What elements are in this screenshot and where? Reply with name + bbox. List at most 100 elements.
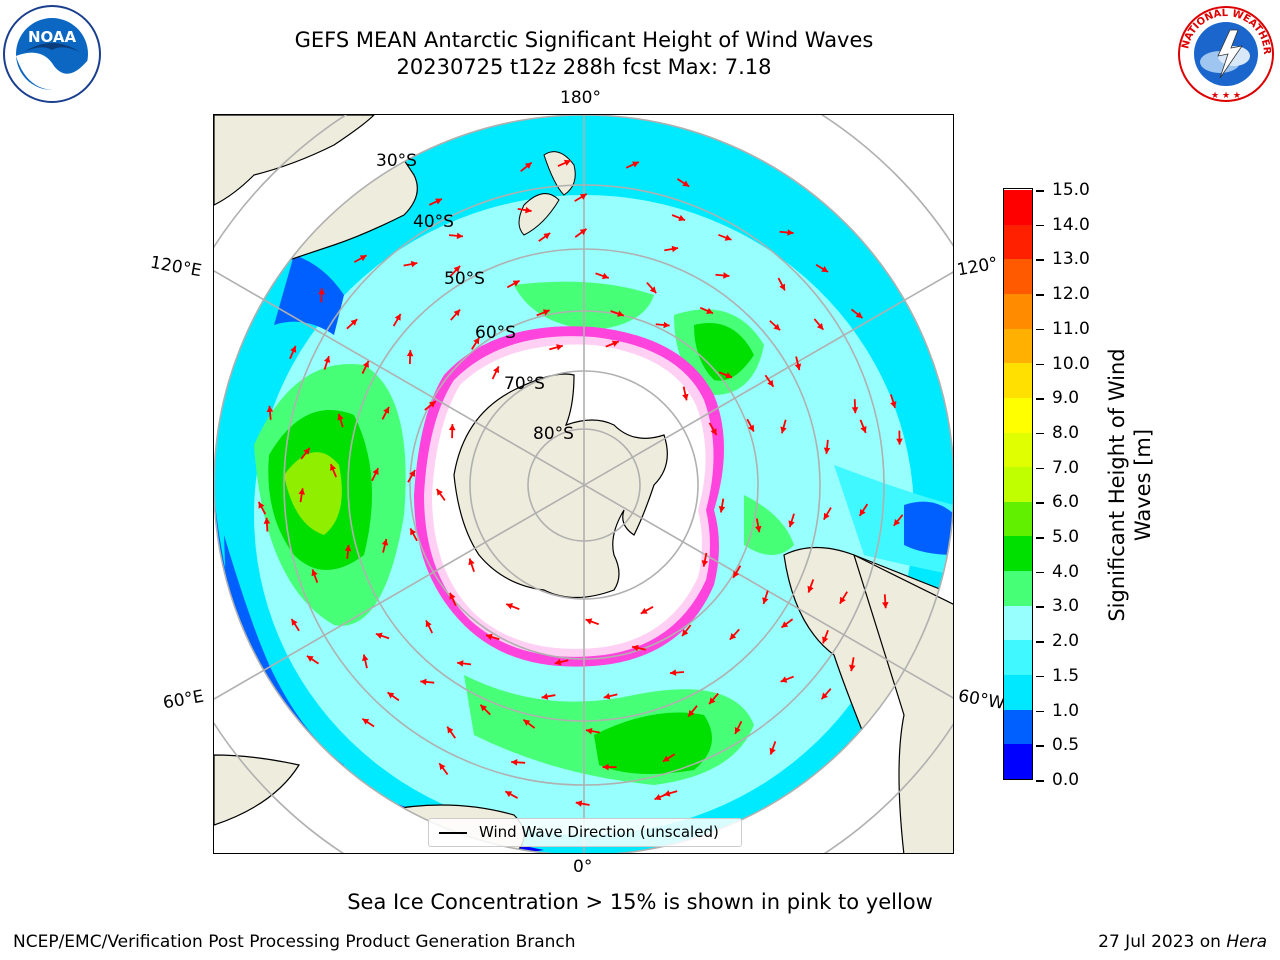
wave-arrow-head xyxy=(556,344,563,351)
wave-arrow-head xyxy=(890,401,897,408)
colorbar-tick-label: 0.0 xyxy=(1052,770,1080,790)
colorbar-band xyxy=(1004,328,1032,364)
wave-arrow-head xyxy=(718,506,726,513)
wave-arrow-head xyxy=(311,569,318,577)
lon-label-120w: 120° xyxy=(955,253,1000,281)
colorbar-tick xyxy=(1036,745,1044,747)
wave-arrow-head xyxy=(511,759,518,766)
lon-label-60w: 60°W xyxy=(956,686,1007,714)
colorbar-tick-label: 15.0 xyxy=(1052,180,1090,200)
wave-arrow-head xyxy=(893,518,901,526)
colorbar-tick-label: 8.0 xyxy=(1052,422,1080,443)
wave-arrow-head xyxy=(506,603,514,610)
svg-text:NOAA: NOAA xyxy=(28,28,77,46)
colorbar-band xyxy=(1004,432,1032,468)
colorbar-tick-label: 1.5 xyxy=(1052,665,1080,686)
wave-arrow-head xyxy=(725,372,733,379)
wave-arrow-head xyxy=(781,621,789,628)
footer-credit: NCEP/EMC/Verification Post Processing Pr… xyxy=(13,932,576,952)
chart-title: GEFS MEAN Antarctic Significant Height o… xyxy=(294,28,874,52)
wave-arrow-head xyxy=(425,620,432,628)
wave-arrow-head xyxy=(682,180,690,187)
wave-arrow-head xyxy=(554,658,562,666)
wave-arrow-head xyxy=(579,228,587,236)
wave-arrow-head xyxy=(541,693,549,700)
wave-arrow-head xyxy=(298,488,305,495)
wave-arrow-head xyxy=(602,763,609,771)
wave-arrow-head xyxy=(822,636,829,644)
wave-arrow-head xyxy=(823,512,830,520)
wave-arrow-head xyxy=(350,319,358,326)
wave-arrow-head xyxy=(493,366,500,374)
colorbar-tick xyxy=(1036,328,1044,331)
wave-arrow-head xyxy=(291,618,298,626)
colorbar-tick-label: 2.0 xyxy=(1052,631,1080,652)
colorbar-tick xyxy=(1036,780,1044,782)
wave-arrow-head xyxy=(436,488,443,496)
wave-arrow-head xyxy=(258,501,265,509)
colorbar-tick-label: 4.0 xyxy=(1052,561,1080,582)
colorbar-tick-label: 14.0 xyxy=(1052,214,1090,235)
colorbar-tick-label: 1.0 xyxy=(1052,700,1080,721)
wave-arrow-head xyxy=(447,726,454,734)
wave-arrow-head xyxy=(263,517,271,524)
colorbar xyxy=(1003,188,1033,780)
colorbar-tick-label: 13.0 xyxy=(1052,249,1090,270)
wave-arrow-head xyxy=(860,426,867,433)
wave-arrow-head xyxy=(420,678,427,686)
wave-arrow-head xyxy=(671,245,679,253)
colorbar-band xyxy=(1004,466,1032,502)
lat-label-50s: 50°S xyxy=(444,269,485,289)
colorbar-tick-label: 6.0 xyxy=(1052,492,1080,513)
wave-arrow-head xyxy=(448,424,456,431)
wave-arrow-head xyxy=(439,763,446,771)
wave-arrow-head xyxy=(290,345,297,353)
colorbar-tick xyxy=(1036,571,1044,574)
wave-arrow-head xyxy=(585,618,593,625)
lat-label-60s: 60°S xyxy=(475,323,516,343)
wave-arrow-head xyxy=(457,660,464,667)
wave-arrow-head xyxy=(375,632,383,639)
lat-label-70s: 70°S xyxy=(504,374,545,394)
wave-arrow-head xyxy=(654,793,662,801)
wave-arrow-head xyxy=(525,206,532,214)
colorbar-tick xyxy=(1036,294,1044,296)
colorbar-band xyxy=(1004,189,1032,225)
wave-arrow-head xyxy=(410,528,417,536)
wave-arrow-head xyxy=(682,629,689,637)
wave-arrow-head xyxy=(394,313,401,321)
wave-arrow-head xyxy=(632,161,639,168)
wave-arrow-head xyxy=(682,393,689,401)
wave-arrow-head xyxy=(585,727,593,735)
wave-arrow-head xyxy=(372,468,379,476)
lat-label-30s: 30°S xyxy=(376,151,417,171)
wave-arrow-head xyxy=(882,602,889,609)
wave-arrow-head xyxy=(409,470,416,477)
wave-arrow-head xyxy=(733,570,740,578)
colorbar-tick-label: 10.0 xyxy=(1052,353,1090,374)
footer-date: 27 Jul 2023 on Hera xyxy=(1098,932,1267,952)
wave-arrow-head xyxy=(807,585,814,593)
wave-arrow-head xyxy=(701,560,709,567)
wave-arrow-head xyxy=(896,438,903,445)
colorbar-band xyxy=(1004,224,1032,260)
wave-arrow-head xyxy=(723,272,730,279)
wave-arrow-head xyxy=(821,266,829,272)
lat-label-40s: 40°S xyxy=(413,212,454,232)
wave-arrow-head xyxy=(563,159,571,166)
wave-arrow-head xyxy=(779,283,786,291)
wave-arrow-head xyxy=(505,791,513,798)
colorbar-band xyxy=(1004,535,1032,572)
chart-subtitle: 20230725 t12z 288h fcst Max: 7.18 xyxy=(396,55,772,79)
lon-label-0: 0° xyxy=(573,857,593,877)
colorbar-tick-label: 0.5 xyxy=(1052,735,1080,756)
wave-arrow-head xyxy=(603,692,611,700)
wave-arrow-head xyxy=(788,520,795,528)
svg-text:★ ★ ★: ★ ★ ★ xyxy=(1211,91,1241,101)
wave-arrow-head xyxy=(523,719,531,726)
colorbar-tick-label: 7.0 xyxy=(1052,457,1080,478)
wave-arrow-head xyxy=(611,340,619,347)
wave-arrow-head xyxy=(688,709,695,717)
wave-arrow-head xyxy=(383,406,390,414)
colorbar-tick-label: 12.0 xyxy=(1052,284,1090,305)
